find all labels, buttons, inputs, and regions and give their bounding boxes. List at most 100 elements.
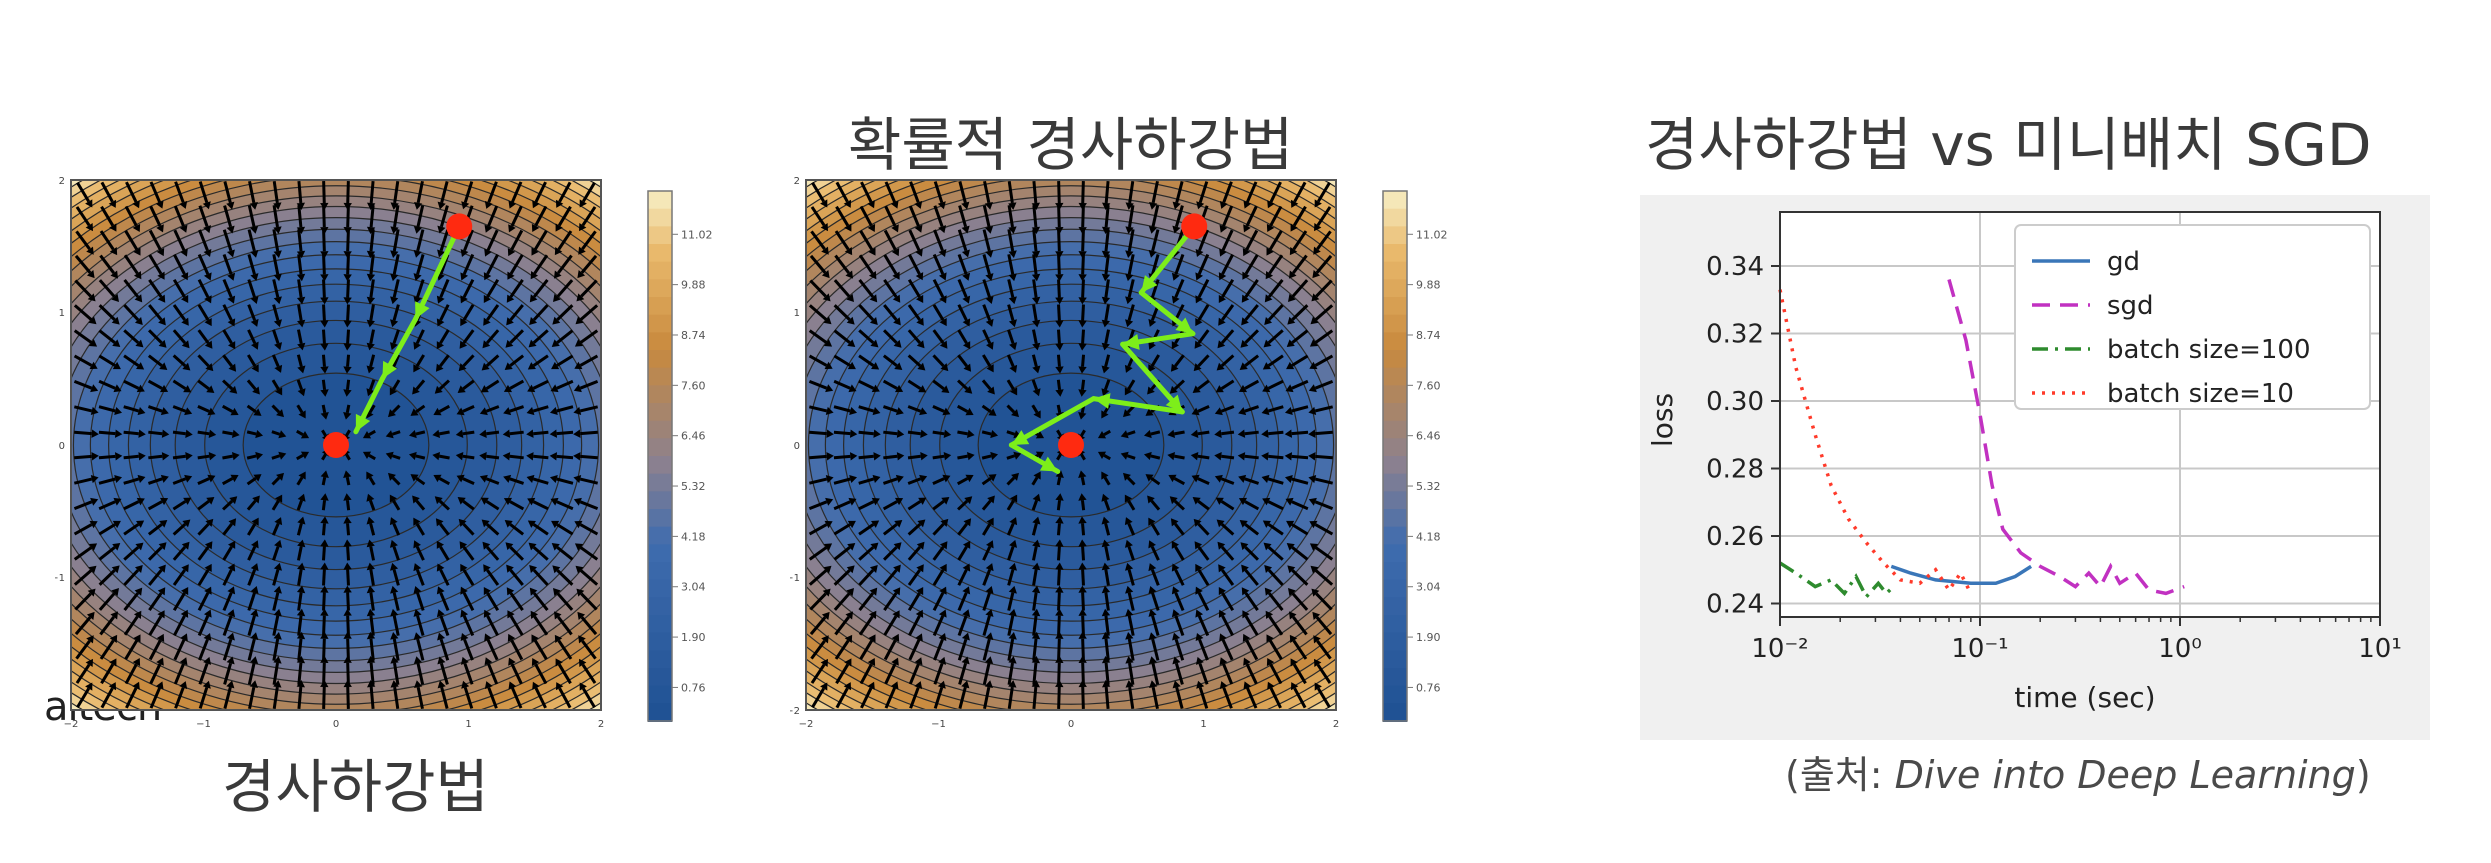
gradient-arrow	[580, 254, 598, 274]
y-tick: 2	[59, 176, 65, 187]
gradient-arrow	[1174, 253, 1185, 275]
gradient-arrow-head	[918, 385, 927, 393]
gradient-arrow-head	[1101, 585, 1111, 594]
colorbar-band	[648, 562, 672, 581]
colorbar-tick-label: 5.32	[681, 480, 706, 493]
gradient-arrow	[1150, 522, 1160, 536]
gradient-arrow	[1314, 477, 1334, 485]
gradient-arrow-head	[366, 388, 375, 397]
gradient-arrow-head	[249, 225, 259, 234]
gradient-arrow	[439, 615, 450, 637]
gradient-arrow-head	[1101, 655, 1111, 664]
gradient-arrow-head	[527, 384, 536, 393]
gradient-arrow	[1104, 354, 1111, 367]
gradient-arrow	[1103, 499, 1111, 511]
gradient-arrow	[1057, 254, 1061, 275]
gradient-arrow	[1104, 229, 1110, 252]
gradient-arrow-head	[1125, 632, 1134, 640]
gradient-arrow	[533, 430, 549, 436]
gradient-arrow-head	[320, 297, 329, 305]
gradient-arrow-head	[502, 452, 511, 461]
gradient-arrow	[485, 477, 500, 485]
gradient-arrow-head	[1148, 318, 1157, 327]
gradient-arrow-head	[988, 474, 997, 482]
gradient-arrow	[1151, 254, 1160, 275]
gradient-arrow	[222, 499, 234, 511]
gradient-arrow	[809, 430, 827, 436]
gradient-arrow-head	[938, 248, 947, 258]
colorbar-band	[648, 615, 672, 634]
gradient-arrow-head	[276, 409, 284, 418]
x-tick: −2	[64, 719, 79, 730]
gradient-arrow	[1150, 499, 1161, 511]
gradient-arrow-head	[508, 224, 516, 233]
gradient-arrow-head	[1101, 608, 1111, 617]
gradient-arrow	[1314, 405, 1334, 413]
gradient-arrow-head	[435, 363, 444, 372]
gradient-arrow	[1081, 304, 1085, 321]
gradient-arrow	[1032, 254, 1038, 275]
gradient-arrow	[882, 379, 898, 390]
gradient-arrow	[1221, 454, 1235, 460]
gradient-arrow	[415, 430, 426, 436]
gradient-arrow-head	[278, 430, 287, 439]
gradient-arrow-head	[1008, 656, 1017, 664]
gradient-arrow	[438, 522, 450, 536]
gradient-arrow	[1104, 615, 1110, 636]
gradient-arrow	[98, 405, 116, 413]
gradient-arrow	[346, 229, 350, 252]
gradient-arrow-head	[821, 270, 830, 279]
gradient-arrow-head	[890, 200, 899, 209]
gradient-arrow-head	[1008, 608, 1017, 617]
gradient-arrow	[391, 476, 401, 486]
gradient-arrow-head	[85, 199, 93, 208]
gradient-arrow-head	[574, 520, 583, 529]
gradient-arrow-head	[869, 587, 878, 596]
colorbar-band	[1383, 367, 1407, 387]
gradient-arrow	[147, 477, 163, 485]
gradient-arrow-head	[109, 247, 118, 256]
gradient-arrow	[1291, 329, 1309, 344]
gradient-arrow-head	[506, 317, 514, 326]
gradient-arrow-head	[1241, 294, 1250, 303]
gradient-arrow-head	[203, 609, 212, 618]
x-tick: 1	[1200, 719, 1206, 730]
gradient-arrow	[833, 279, 851, 298]
gradient-arrow	[1081, 686, 1085, 709]
gradient-arrow	[557, 230, 573, 251]
gradient-arrow	[197, 379, 210, 390]
gradient-arrow-head	[1055, 608, 1064, 616]
gradient-arrow	[1173, 477, 1186, 486]
gradient-arrow	[557, 205, 572, 227]
gradient-arrow	[983, 686, 991, 710]
gradient-arrow	[1197, 615, 1210, 637]
gradient-arrow	[392, 329, 400, 344]
gradient-arrow-head	[528, 339, 537, 348]
gradient-arrow-head	[249, 680, 258, 688]
gradient-arrow-head	[91, 452, 99, 461]
gd-plot-frame	[70, 179, 602, 711]
gradient-arrow	[1316, 640, 1332, 660]
gradient-arrow-head	[939, 541, 948, 550]
gradient-arrow	[811, 181, 825, 203]
gradient-arrow	[247, 304, 257, 321]
gradient-arrow-head	[274, 494, 283, 503]
gradient-arrow	[932, 522, 945, 536]
gradient-arrow-head	[1167, 451, 1176, 461]
gradient-arrow-head	[1239, 519, 1248, 528]
colorbar-tick-label: 0.76	[1416, 681, 1441, 694]
gradient-arrow-head	[895, 407, 904, 416]
gradient-arrow	[172, 354, 187, 367]
gradient-arrow	[981, 430, 992, 436]
gradient-arrow	[509, 569, 524, 586]
gradient-arrow	[438, 354, 450, 368]
gradient-arrow-head	[918, 497, 927, 505]
gradient-arrow-head	[1101, 296, 1111, 305]
gradient-arrow-head	[1286, 520, 1295, 529]
gradient-arrow	[440, 181, 449, 204]
gradient-arrow-head	[273, 680, 282, 688]
gradient-arrow-head	[135, 542, 144, 551]
gradient-arrow-head	[1008, 632, 1017, 640]
gradient-arrow-head	[1264, 294, 1273, 303]
gradient-arrow-head	[892, 294, 901, 303]
